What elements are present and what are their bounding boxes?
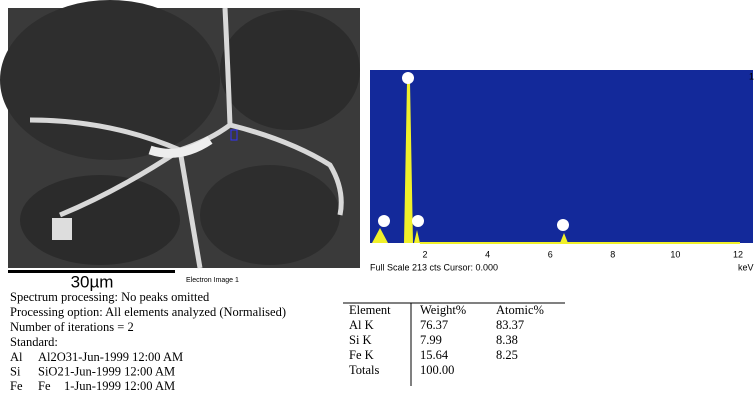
table-header: Weight% [420, 303, 466, 317]
x-tick-label: 12 [733, 249, 743, 259]
standard-cell: Si [10, 364, 21, 378]
processing-line: Standard: [10, 335, 58, 349]
table-cell: 8.25 [496, 348, 518, 362]
x-unit: keV [738, 262, 754, 272]
x-tick-label: 4 [485, 249, 490, 259]
standard-cell: Al [10, 350, 23, 364]
table-cell: Totals [349, 363, 380, 377]
x-tick-label: 6 [548, 249, 553, 259]
standard-cell: Fe [10, 379, 23, 393]
standard-cell: 1-Jun-1999 12:00 AM [64, 379, 175, 393]
processing-line: Spectrum processing: No peaks omitted [10, 290, 210, 304]
spectrum-marker: 1 [749, 71, 754, 81]
screen: 30µm Electron Image 1 1 2 4 6 8 10 12 keV Ful… [0, 0, 755, 404]
image-caption: Electron Image 1 [186, 277, 239, 284]
table-cell: Fe K [349, 348, 374, 362]
standard-cell: 1-Jun-1999 12:00 AM [64, 364, 175, 378]
standard-cell: Al2O3 [38, 350, 72, 364]
processing-line: Processing option: All elements analyzed… [10, 305, 286, 319]
scale-label: 30µm [71, 272, 114, 291]
table-header: Element [349, 303, 391, 317]
table-header: Atomic% [496, 303, 544, 317]
x-tick-label: 2 [422, 249, 427, 259]
table-cell: 83.37 [496, 318, 524, 332]
table-cell: 76.37 [420, 318, 448, 332]
table-cell: 8.38 [496, 333, 518, 347]
x-tick-label: 8 [610, 249, 615, 259]
standard-cell: SiO2 [38, 364, 64, 378]
x-tick-label: 10 [670, 249, 680, 259]
table-cell: 7.99 [420, 333, 442, 347]
spectrum-status: Full Scale 213 cts Cursor: 0.000 [370, 262, 498, 272]
page: {"image": {"scale_bar": "30µm", "caption… [0, 0, 755, 404]
standard-cell: Fe [38, 379, 51, 393]
table-cell: 100.00 [420, 363, 454, 377]
processing-line: Number of iterations = 2 [10, 320, 134, 334]
table-cell: 15.64 [420, 348, 449, 362]
table-cell: Al K [349, 318, 374, 332]
standard-cell: 1-Jun-1999 12:00 AM [72, 350, 183, 364]
electron-image [0, 0, 360, 268]
table-cell: Si K [349, 333, 372, 347]
spectrum [370, 70, 753, 243]
